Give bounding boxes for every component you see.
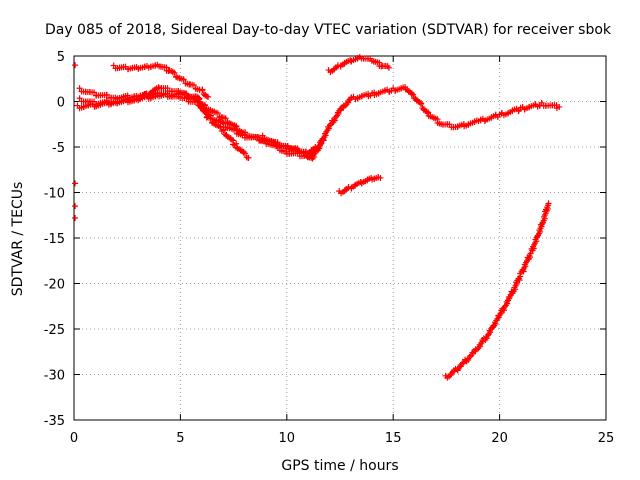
- series-arc-lower-mid: [336, 174, 384, 197]
- data-point: [194, 98, 201, 105]
- data-point: [76, 85, 83, 92]
- data-point: [203, 93, 210, 100]
- data-point: [91, 89, 98, 96]
- data-point: [242, 150, 249, 157]
- series-sparse-left: [72, 62, 79, 221]
- data-point: [424, 110, 431, 117]
- data-point: [556, 103, 563, 110]
- data-point: [72, 203, 79, 210]
- y-tick-label: -5: [52, 141, 65, 156]
- data-point: [190, 82, 197, 89]
- data-point: [103, 91, 110, 98]
- data-point: [76, 95, 83, 102]
- data-point: [242, 129, 249, 136]
- data-point: [72, 214, 79, 221]
- x-tick-label: 20: [491, 431, 508, 446]
- data-point: [171, 69, 178, 76]
- data-point: [201, 108, 208, 115]
- data-point: [284, 142, 291, 149]
- data-point: [220, 127, 227, 134]
- data-point: [272, 139, 279, 146]
- data-layer: [72, 54, 563, 381]
- x-tick-label: 10: [279, 431, 296, 446]
- y-tick-label: -30: [44, 369, 65, 384]
- data-point: [245, 154, 252, 161]
- data-point: [214, 110, 221, 117]
- y-tick-label: -35: [44, 414, 65, 429]
- data-point: [180, 76, 187, 83]
- x-axis-label: GPS time / hours: [281, 458, 398, 474]
- x-tick-label: 0: [70, 431, 78, 446]
- x-tick-label: 5: [176, 431, 184, 446]
- data-point: [275, 143, 282, 150]
- data-point: [220, 120, 227, 127]
- data-point: [205, 93, 212, 100]
- data-point: [201, 102, 208, 109]
- series-arc-main-3: [74, 84, 252, 161]
- data-point: [385, 64, 392, 71]
- data-point: [233, 123, 240, 130]
- x-tick-label: 15: [385, 431, 402, 446]
- data-point: [319, 136, 326, 143]
- data-point: [377, 174, 384, 181]
- data-point: [259, 132, 266, 139]
- data-point: [417, 101, 424, 108]
- series-arc-upper-left: [110, 61, 212, 100]
- data-point: [222, 115, 229, 122]
- data-point: [72, 62, 79, 69]
- data-point: [202, 109, 209, 116]
- data-point: [538, 99, 545, 106]
- y-tick-label: -10: [44, 187, 65, 202]
- data-point: [72, 180, 79, 187]
- data-point: [207, 115, 214, 122]
- y-tick-label: -15: [44, 232, 65, 247]
- data-point: [446, 121, 453, 128]
- y-tick-label: -25: [44, 323, 65, 338]
- data-point: [182, 90, 189, 97]
- y-tick-label: 5: [57, 50, 65, 65]
- chart-title: Day 085 of 2018, Sidereal Day-to-day VTE…: [45, 22, 612, 38]
- data-point: [217, 124, 224, 131]
- data-point: [410, 91, 417, 98]
- y-tick-label: -20: [44, 278, 65, 293]
- axes: 0 5 10 15 20 25 5 0 -5 -10 -15 -20 -25 -30 -35: [44, 50, 615, 446]
- series-arc-isolated: [259, 132, 326, 162]
- data-point: [545, 200, 552, 207]
- y-tick-label: 0: [57, 96, 65, 111]
- data-point: [199, 87, 206, 94]
- series-arc-steep: [442, 200, 552, 381]
- y-axis-label: SDTVAR / TECUs: [10, 182, 26, 297]
- x-tick-label: 25: [598, 431, 615, 446]
- series-arc-upper-mid: [325, 54, 392, 76]
